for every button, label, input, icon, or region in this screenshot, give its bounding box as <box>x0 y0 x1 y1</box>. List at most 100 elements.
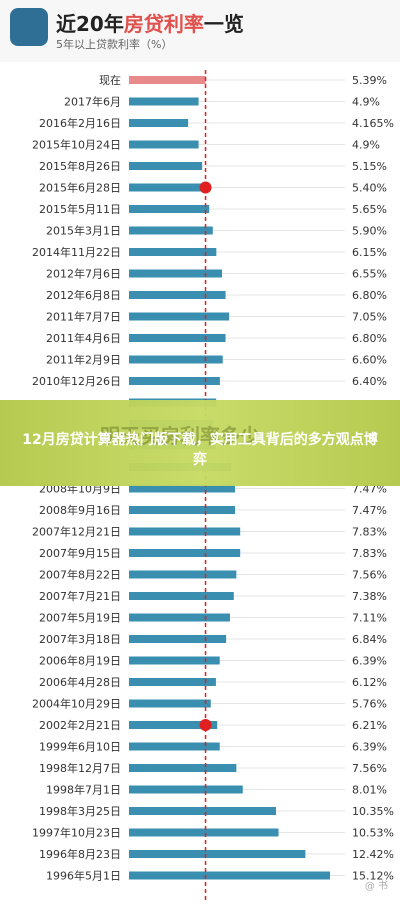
bar <box>129 484 236 493</box>
category-label: 1998年7月1日 <box>46 783 121 797</box>
bar <box>129 76 206 84</box>
value-label: 6.21% <box>352 719 387 732</box>
headline-banner <box>0 400 400 486</box>
category-label: 1997年10月23日 <box>32 826 121 840</box>
category-label: 2015年3月1日 <box>46 224 121 238</box>
value-label: 4.165% <box>352 117 394 130</box>
category-label: 现在 <box>99 74 121 87</box>
bar <box>129 721 218 729</box>
category-label: 2015年8月26日 <box>39 159 121 173</box>
bar <box>129 140 199 149</box>
category-label: 2007年12月21日 <box>32 525 121 539</box>
title-highlight: 房贷利率 <box>123 12 204 36</box>
bar <box>129 807 276 815</box>
bar <box>129 850 306 858</box>
value-label: 4.9% <box>352 96 380 109</box>
value-label: 15.12% <box>352 870 394 883</box>
value-label: 5.76% <box>352 698 387 711</box>
value-label: 7.47% <box>352 504 387 517</box>
bar <box>129 527 241 536</box>
category-label: 2008年9月16日 <box>39 503 121 517</box>
chart-header: 近20年房贷利率一览 5年以上贷款利率（%） <box>0 0 400 62</box>
category-label: 2011年2月9日 <box>46 353 121 367</box>
category-label: 2015年6月28日 <box>39 181 121 195</box>
value-label: 7.05% <box>352 311 387 324</box>
bar <box>129 248 217 256</box>
bar <box>129 656 220 665</box>
bar <box>129 549 241 557</box>
category-label: 2007年3月18日 <box>39 632 121 646</box>
value-label: 5.15% <box>352 160 387 173</box>
category-label: 2006年4月28日 <box>39 675 121 689</box>
marker-dot <box>199 719 212 731</box>
title-prefix: 近20年 <box>56 12 124 36</box>
bar <box>129 205 210 213</box>
value-label: 7.56% <box>352 762 387 775</box>
value-label: 5.65% <box>352 203 387 216</box>
logo-icon <box>10 8 48 46</box>
bar <box>129 506 236 514</box>
category-label: 2007年7月21日 <box>39 589 121 603</box>
bar <box>129 119 189 127</box>
bar <box>129 764 237 772</box>
category-label: 2007年8月22日 <box>39 568 121 582</box>
bar <box>129 226 213 235</box>
value-label: 7.83% <box>352 547 387 560</box>
value-label: 6.80% <box>352 289 387 302</box>
bar <box>129 355 223 364</box>
chart-title: 近20年房贷利率一览 <box>56 8 244 37</box>
value-label: 5.40% <box>352 182 387 195</box>
bar <box>129 269 223 278</box>
bar <box>129 871 330 880</box>
value-label: 8.01% <box>352 784 387 797</box>
category-label: 1996年8月23日 <box>39 847 121 861</box>
bar <box>129 183 206 192</box>
value-label: 6.39% <box>352 741 387 754</box>
chart-subtitle: 5年以上贷款利率（%） <box>56 38 173 51</box>
value-label: 10.53% <box>352 827 394 840</box>
bar <box>129 592 234 600</box>
watermark: @ 书 <box>364 881 388 892</box>
category-label: 1999年6月10日 <box>39 740 121 754</box>
bar <box>129 377 220 385</box>
bar <box>129 699 211 708</box>
title-suffix: 一览 <box>203 12 244 36</box>
article-headline[interactable]: 12月房贷计算器热门版下载，实用工具背后的多方观点博弈 <box>22 432 378 468</box>
value-label: 6.55% <box>352 268 387 281</box>
bar <box>129 570 237 579</box>
category-label: 2006年8月19日 <box>39 654 121 668</box>
value-label: 10.35% <box>352 805 394 818</box>
category-label: 2004年10月29日 <box>32 697 121 711</box>
bar <box>129 742 220 751</box>
bar <box>129 785 243 794</box>
value-label: 6.39% <box>352 655 387 668</box>
bar <box>129 828 279 837</box>
value-label: 6.12% <box>352 676 387 689</box>
value-label: 5.39% <box>352 74 387 87</box>
value-label: 6.15% <box>352 246 387 259</box>
bar <box>129 678 216 686</box>
bar <box>129 635 227 643</box>
bar <box>129 162 203 170</box>
category-label: 2016年2月16日 <box>39 116 121 130</box>
marker-dot <box>199 181 212 194</box>
banner-background-text: 明天买房利率多少 <box>100 424 260 448</box>
category-label: 2002年2月21日 <box>39 718 121 732</box>
value-label: 6.80% <box>352 332 387 345</box>
category-label: 2011年7月7日 <box>46 310 121 324</box>
category-label: 1996年5月1日 <box>46 869 121 883</box>
value-label: 7.38% <box>352 590 387 603</box>
category-label: 1998年3月25日 <box>39 804 121 818</box>
category-label: 1998年12月7日 <box>39 761 121 775</box>
category-label: 2015年5月11日 <box>39 202 121 216</box>
value-label: 7.83% <box>352 526 387 539</box>
bar-chart: 现在 5.39% 2017年6月 4.9% 2016年2月16日 4.165% 2015年1… <box>32 70 394 902</box>
bar <box>129 97 199 106</box>
bar <box>129 334 226 342</box>
value-label: 6.84% <box>352 633 387 646</box>
value-label: 7.11% <box>352 612 387 625</box>
category-label: 2011年4月6日 <box>46 331 121 345</box>
value-label: 6.60% <box>352 354 387 367</box>
category-label: 2012年7月6日 <box>46 267 121 281</box>
value-label: 5.90% <box>352 225 387 238</box>
